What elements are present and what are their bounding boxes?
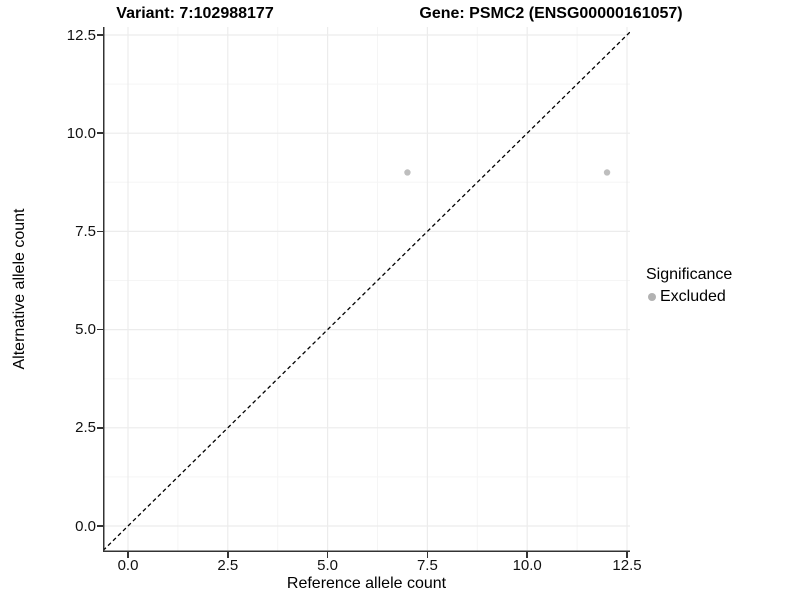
y-tick-label: 5.0 (75, 321, 96, 339)
y-tick-mark (97, 328, 103, 331)
y-tick-mark (97, 427, 103, 429)
x-tick-mark (626, 552, 628, 558)
y-tick-label: 7.5 (75, 222, 96, 240)
plot-canvas (103, 27, 630, 552)
x-tick-label: 2.5 (217, 557, 239, 574)
legend-items: Excluded (646, 287, 732, 307)
y-tick-mark (97, 230, 103, 233)
legend-item-label: Excluded (660, 288, 726, 305)
x-tick-mark (227, 552, 229, 558)
identity-reference-line (103, 31, 630, 552)
data-point (404, 169, 411, 176)
x-tick-label: 12.5 (612, 557, 642, 574)
plot-title-variant: Variant: 7:102988177 (116, 5, 274, 22)
y-tick-label: 2.5 (75, 419, 96, 437)
x-tick-mark (426, 552, 429, 558)
y-tick-label: 0.0 (75, 517, 96, 535)
data-point (603, 169, 611, 176)
y-tick-mark (97, 525, 103, 527)
x-tick-label: 10.0 (512, 557, 542, 574)
x-axis-title: Reference allele count (286, 575, 447, 592)
y-tick-label: 10.0 (66, 124, 96, 142)
y-tick-mark (97, 132, 103, 134)
legend-item: Excluded (646, 287, 732, 307)
x-tick-mark (127, 552, 129, 558)
x-tick-label: 0.0 (117, 557, 139, 574)
plot-panel (103, 27, 630, 552)
plot-title-gene: Gene: PSMC2 (ENSG00000161057) (419, 5, 683, 22)
y-tick-mark (97, 34, 103, 36)
y-axis-title: Alternative allele count (11, 208, 28, 370)
y-tick-label: 12.5 (66, 26, 96, 44)
x-tick-mark (526, 552, 528, 558)
x-tick-label: 7.5 (416, 557, 438, 574)
legend: Significance Excluded (646, 265, 732, 307)
legend-title: Significance (646, 266, 733, 283)
x-tick-label: 5.0 (317, 557, 339, 574)
x-tick-mark (326, 552, 329, 558)
legend-key-dot-icon (648, 293, 656, 301)
